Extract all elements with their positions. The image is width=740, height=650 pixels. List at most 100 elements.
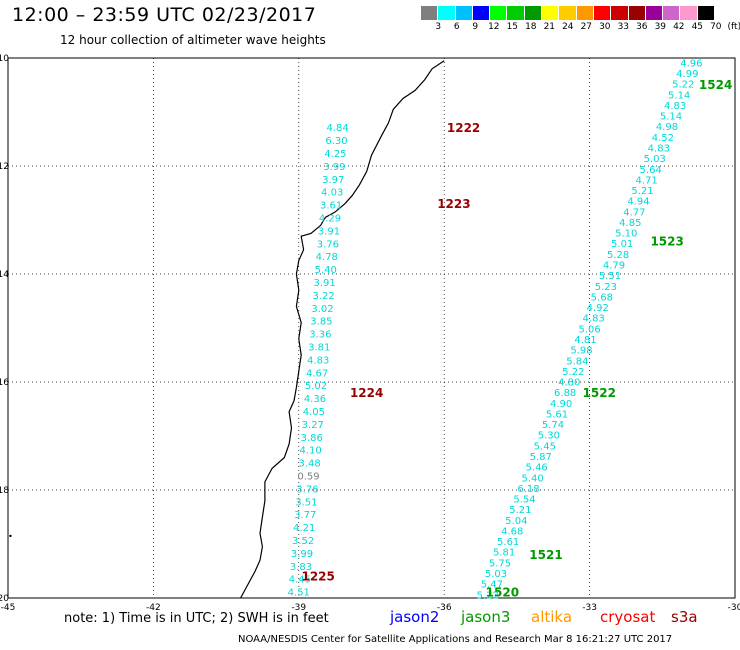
wave-height-label: 3.77 xyxy=(294,510,316,521)
wave-height-label: 3.99 xyxy=(291,549,313,560)
legend-swatch xyxy=(438,6,456,20)
wave-height-label: 5.40 xyxy=(315,265,337,276)
wave-height-label: 5.04 xyxy=(505,516,527,527)
x-tick-label: -45 xyxy=(1,603,16,613)
wave-height-label: 5.06 xyxy=(578,324,600,335)
wave-height-label: 5.03 xyxy=(485,569,507,580)
wave-height-label: 4.05 xyxy=(303,407,325,418)
wave-height-label: 4.83 xyxy=(583,314,605,325)
legend-swatch xyxy=(680,6,698,20)
wave-height-label: 5.61 xyxy=(497,537,519,548)
legend-swatch xyxy=(490,6,508,20)
legend-swatch xyxy=(663,6,681,20)
pass-number-label: 1223 xyxy=(437,197,470,211)
legend-swatch xyxy=(455,6,473,20)
legend-tick-label: 24 xyxy=(562,22,574,32)
wave-height-label: 5.45 xyxy=(534,441,556,452)
legend-tick-label: 42 xyxy=(673,22,685,32)
wave-height-label: 0.59 xyxy=(297,472,319,483)
wave-height-label: 5.75 xyxy=(489,558,511,569)
wave-height-label: 4.25 xyxy=(324,149,346,160)
wave-height-label: 4.52 xyxy=(652,133,674,144)
y-tick-label: -10 xyxy=(0,54,9,64)
legend-swatch xyxy=(645,6,664,20)
wave-height-label: 5.30 xyxy=(538,431,560,442)
legend-swatch xyxy=(542,6,560,20)
wave-height-label: 6.18 xyxy=(517,484,539,495)
legend-tick-label: (ft) xyxy=(727,22,740,32)
wave-height-label: 4.84 xyxy=(326,123,348,134)
wave-height-label: 5.22 xyxy=(672,80,694,91)
wave-height-label: 4.99 xyxy=(676,69,698,80)
legend-tick-label: 30 xyxy=(599,22,611,32)
pass-number-label: 1524 xyxy=(699,78,732,92)
legend-swatch xyxy=(697,6,716,20)
wave-height-label: 5.03 xyxy=(644,154,666,165)
wave-height-label: 5.22 xyxy=(477,590,499,601)
wave-height-label: 4.80 xyxy=(558,378,580,389)
color-scale-legend xyxy=(421,6,716,20)
wave-height-label: 3.48 xyxy=(298,459,320,470)
legend-swatch xyxy=(576,6,594,20)
pass-number-label: 1520 xyxy=(486,586,519,600)
legend-tick-label: 6 xyxy=(453,22,460,32)
legend-tick-label: 21 xyxy=(543,22,556,32)
wave-height-label: 4.71 xyxy=(635,175,657,186)
wave-height-label: 4.45 xyxy=(289,575,311,586)
wave-height-label: 5.74 xyxy=(542,420,564,431)
wave-height-label: 4.21 xyxy=(293,523,315,534)
wave-height-label: 5.02 xyxy=(305,381,327,392)
wave-height-label: 3.27 xyxy=(302,420,324,431)
wave-height-label: 3.76 xyxy=(317,239,339,250)
chart-title: 12:00 – 23:59 UTC 02/23/2017 xyxy=(12,4,317,26)
mission-jason3: jason3 xyxy=(461,608,511,626)
y-tick-label: -14 xyxy=(0,270,9,280)
mission-altika: altika xyxy=(531,608,573,626)
footer-credit: NOAA/NESDIS Center for Satellite Applica… xyxy=(238,634,673,645)
wave-height-label: 5.46 xyxy=(526,463,548,474)
wave-height-label: 3.51 xyxy=(295,497,317,508)
y-tick-label: -16 xyxy=(0,378,9,388)
legend-swatch xyxy=(524,6,543,20)
wave-height-label: 5.22 xyxy=(562,367,584,378)
wave-height-label: 3.61 xyxy=(320,201,342,212)
wave-height-label: 5.14 xyxy=(660,112,682,123)
legend-tick-label: 18 xyxy=(525,22,537,32)
x-tick-label: -30 xyxy=(728,603,740,613)
wave-height-label: 5.84 xyxy=(566,356,588,367)
legend-tick-label: 39 xyxy=(654,22,667,32)
plot-grid xyxy=(7,57,736,599)
legend-swatch xyxy=(611,6,629,20)
wave-height-label: 5.21 xyxy=(631,186,653,197)
wave-height-label: 4.36 xyxy=(304,394,326,405)
pass-number-label: 1523 xyxy=(650,235,683,249)
plot-frame xyxy=(7,57,736,599)
legend-tick-label: 33 xyxy=(617,22,630,32)
wave-height-label: 3.99 xyxy=(323,162,345,173)
wave-height-label: 4.96 xyxy=(680,58,702,69)
wave-height-label: 4.51 xyxy=(288,588,310,599)
legend-swatch xyxy=(593,6,612,20)
altimeter-tracks: 4.846.304.253.993.974.033.614.293.913.76… xyxy=(288,58,733,601)
color-scale-ticks: 3 6 9 12 15 18 21 24 27 30 33 36 39 42 45 70 (ft) xyxy=(421,22,740,34)
pass-number-label: 1522 xyxy=(583,386,616,400)
wave-height-label: 5.14 xyxy=(668,90,690,101)
legend-tick-label: 45 xyxy=(691,22,704,32)
x-tick-label: -39 xyxy=(291,603,306,613)
wave-height-label: 5.01 xyxy=(611,239,633,250)
wave-height-label: 4.94 xyxy=(627,197,649,208)
wave-height-label: 4.98 xyxy=(656,122,678,133)
mission-s3a: s3a xyxy=(671,608,698,626)
y-tick-label: -18 xyxy=(0,486,9,496)
wave-height-label: 3.91 xyxy=(318,226,340,237)
wave-height-label: 4.03 xyxy=(321,188,343,199)
wave-height-label: 4.78 xyxy=(316,252,338,263)
pass-number-label: 1521 xyxy=(529,548,562,562)
x-tick-label: -42 xyxy=(146,603,161,613)
coastline xyxy=(9,60,445,599)
wave-height-label: 5.47 xyxy=(481,580,503,591)
wave-height-label: 3.91 xyxy=(314,278,336,289)
wave-height-label: 3.83 xyxy=(290,562,312,573)
coastline-path xyxy=(240,60,445,599)
